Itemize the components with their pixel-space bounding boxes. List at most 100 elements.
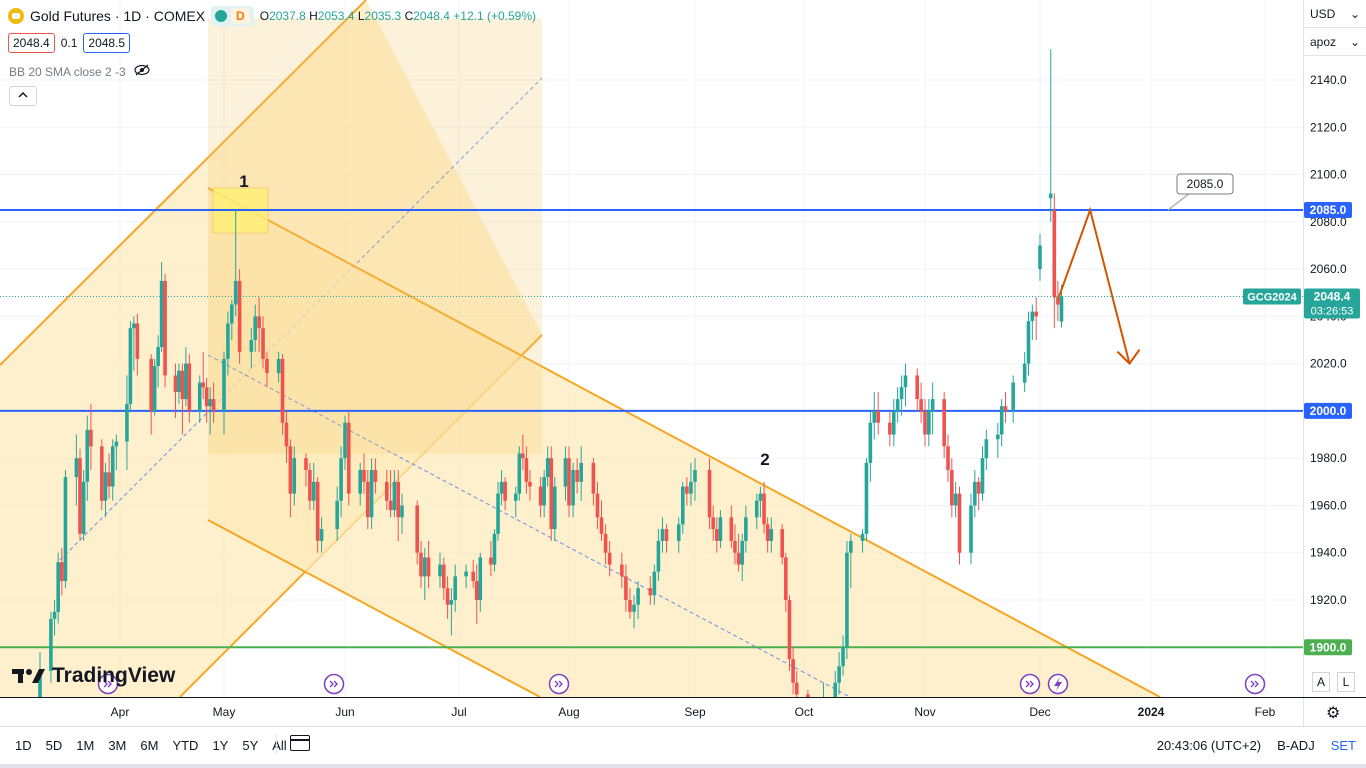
candle-body — [729, 517, 734, 541]
candle-body — [49, 618, 53, 671]
candle-body — [187, 363, 192, 411]
candle-body — [915, 375, 919, 400]
range-1m[interactable]: 1M — [76, 738, 95, 753]
candle-body — [1022, 363, 1027, 383]
candle-body — [754, 500, 759, 518]
forward-event-icon[interactable] — [97, 673, 119, 695]
candle-body — [685, 486, 689, 494]
candle-body — [222, 358, 226, 411]
auto-scale-button[interactable]: A — [1312, 672, 1330, 692]
candle-body — [656, 540, 661, 572]
gear-icon[interactable]: ⚙ — [1326, 705, 1341, 722]
candle-body — [492, 533, 497, 565]
range-5y[interactable]: 5Y — [242, 738, 259, 753]
time-tick-label: Dec — [1029, 705, 1050, 719]
event-chevron — [554, 680, 559, 688]
candle-body — [257, 316, 261, 329]
eye-hidden-icon[interactable] — [134, 64, 150, 79]
candle-body — [553, 486, 557, 530]
price-tick-label: 2060.0 — [1310, 262, 1347, 276]
time-tick-label: Nov — [914, 705, 935, 719]
candle-body — [253, 316, 258, 340]
candle-body — [288, 446, 293, 494]
time-tick-label: 2024 — [1138, 705, 1165, 719]
buy-button[interactable]: 2048.5 — [83, 33, 131, 53]
time-tick-label: Aug — [558, 705, 579, 719]
collapse-legend-button[interactable] — [9, 86, 37, 106]
candle-body — [423, 557, 427, 577]
candle-body — [177, 370, 181, 392]
candle-body — [927, 410, 931, 435]
price-scale-controls: USD ⌄ apoz ⌄ — [1304, 0, 1366, 56]
candle-body — [52, 611, 57, 619]
horizontal-levels — [0, 209, 1304, 649]
candle-body — [276, 358, 281, 374]
candle-body — [89, 429, 93, 447]
chevron-down-icon: ⌄ — [1349, 6, 1360, 21]
candle-body — [156, 347, 160, 366]
candle-body — [1011, 382, 1015, 411]
candle-body — [762, 493, 766, 525]
price-tick-label: 2100.0 — [1310, 168, 1347, 182]
level-tag — [1304, 402, 1352, 419]
candle-body — [787, 600, 792, 660]
lightning-event-icon[interactable] — [1047, 673, 1069, 695]
level-tag-label: 2085.0 — [1310, 203, 1347, 217]
tradingview-logo[interactable]: TradingView — [12, 664, 175, 688]
forward-event-icon[interactable] — [548, 673, 570, 695]
range-3m[interactable]: 3M — [108, 738, 127, 753]
candle-body — [957, 493, 962, 553]
candle-body — [784, 557, 788, 600]
brand-name: TradingView — [52, 664, 176, 687]
event-circle — [1244, 673, 1266, 695]
adjustment-toggle[interactable]: B-ADJ — [1277, 738, 1315, 753]
range-ytd[interactable]: YTD — [172, 738, 199, 753]
candle-body — [415, 505, 419, 553]
candle-body — [85, 429, 90, 482]
candle-body — [780, 529, 784, 558]
forward-event-icon[interactable] — [1244, 673, 1266, 695]
indicator-label[interactable]: BB 20 SMA close 2 -3 — [9, 64, 126, 79]
candle-body — [426, 557, 431, 577]
currency-select[interactable]: USD ⌄ — [1304, 0, 1366, 28]
sell-button[interactable]: 2048.4 — [8, 33, 55, 53]
candle-body — [733, 540, 737, 553]
forward-event-icon[interactable] — [1019, 673, 1041, 695]
candle-body — [100, 446, 104, 501]
range-1y[interactable]: 1Y — [212, 738, 229, 753]
candle-body — [689, 481, 693, 494]
candle-body — [868, 422, 873, 463]
candle-body — [711, 517, 715, 530]
event-chevron — [1029, 680, 1034, 688]
candle-body — [396, 481, 400, 518]
symbol-title[interactable]: Gold Futures · 1D · COMEX — [30, 8, 206, 24]
candle-body — [110, 446, 115, 487]
candle-body — [400, 505, 404, 518]
candle-body — [230, 304, 234, 324]
range-6m[interactable]: 6M — [140, 738, 159, 753]
clock[interactable]: 20:43:06 (UTC+2) — [1156, 738, 1262, 753]
candle-body — [603, 533, 608, 553]
candle-body — [595, 493, 600, 518]
price-axis[interactable]: 1920.01940.01960.01980.02000.02020.02040… — [1310, 73, 1347, 607]
candle-body — [984, 439, 989, 459]
candle-body — [60, 562, 64, 582]
time-range-list: 1D 5D 1M 3M 6M YTD 1Y 5Y All — [8, 738, 294, 753]
candle-body — [1052, 210, 1057, 298]
range-1d[interactable]: 1D — [15, 738, 32, 753]
price-tick-label: 2120.0 — [1310, 120, 1347, 134]
candle-body — [996, 434, 1000, 440]
range-all[interactable]: All — [272, 738, 287, 753]
candle-body — [973, 481, 977, 506]
session-toggle[interactable]: SET — [1330, 738, 1356, 753]
calendar-icon[interactable] — [290, 735, 310, 751]
range-5d[interactable]: 5D — [45, 738, 63, 753]
forward-event-icon[interactable] — [323, 673, 345, 695]
candle-body — [923, 410, 927, 435]
candle-body — [953, 493, 958, 506]
log-scale-button[interactable]: L — [1337, 672, 1355, 692]
candle-body — [849, 540, 853, 553]
time-axis[interactable]: Apr May Jun Jul Aug Sep Oct Nov Dec 2024 Feb — [111, 705, 1276, 719]
unit-select[interactable]: apoz ⌄ — [1304, 28, 1366, 56]
